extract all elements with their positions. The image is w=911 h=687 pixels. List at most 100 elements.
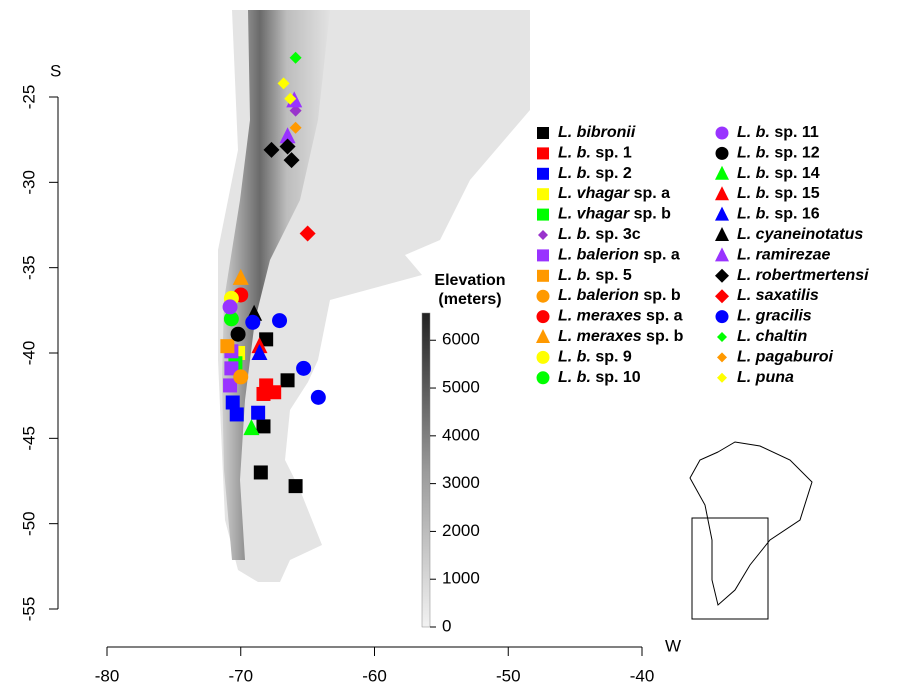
point bbox=[281, 373, 295, 387]
legend-label: L. robertmertensi bbox=[737, 267, 869, 284]
point bbox=[226, 395, 240, 409]
legend-marker bbox=[537, 270, 549, 282]
legend-marker bbox=[536, 329, 550, 343]
legend-label-italic: L. gracilis bbox=[737, 308, 812, 325]
legend-label: L. ramirezae bbox=[737, 247, 830, 264]
legend-label-rest: sp. a bbox=[629, 185, 670, 202]
y-tick-label: -45 bbox=[19, 426, 38, 451]
legend-label-italic: L. bibronii bbox=[558, 124, 636, 141]
legend-marker bbox=[716, 310, 729, 323]
legend-label: L. puna bbox=[737, 369, 794, 386]
legend-label-rest: sp. b bbox=[629, 206, 671, 223]
legend-label-rest: sp. 9 bbox=[591, 349, 632, 366]
legend-label: L. b. sp. 2 bbox=[558, 165, 632, 182]
legend-marker bbox=[537, 147, 549, 159]
x-axis-label: W bbox=[665, 636, 681, 655]
chart: W S Elevation (meters) -80-70-60-50-40-2… bbox=[0, 0, 911, 687]
legend-label: L. balerion sp. a bbox=[558, 247, 680, 264]
legend-label-italic: L. b. bbox=[558, 349, 591, 366]
y-tick-label: -50 bbox=[19, 511, 38, 536]
legend-label: L. b. sp. 1 bbox=[558, 145, 632, 162]
legend-label-italic: L. b. bbox=[737, 165, 770, 182]
colorbar-tick-label: 5000 bbox=[442, 378, 480, 397]
legend-marker bbox=[717, 332, 727, 342]
legend-marker bbox=[537, 168, 549, 180]
legend-label: L. gracilis bbox=[737, 308, 812, 325]
legend-label: L. b. sp. 10 bbox=[558, 369, 641, 386]
legend-label-rest: sp. 12 bbox=[770, 145, 820, 162]
legend-label-rest: sp. 2 bbox=[591, 165, 632, 182]
point bbox=[233, 369, 248, 384]
colorbar-tick-label: 2000 bbox=[442, 521, 480, 540]
legend-label-rest: sp. 5 bbox=[591, 267, 632, 284]
legend-label-italic: L. saxatilis bbox=[737, 287, 819, 304]
legend-label-italic: L. balerion bbox=[558, 247, 639, 264]
legend-label: L. chaltin bbox=[737, 328, 807, 345]
legend-label-rest: sp. 15 bbox=[770, 185, 820, 202]
legend-marker bbox=[537, 290, 550, 303]
x-tick-label: -60 bbox=[362, 666, 387, 685]
x-tick-label: -40 bbox=[630, 666, 655, 685]
point bbox=[245, 315, 260, 330]
legend-label-italic: L. cyaneinotatus bbox=[737, 226, 863, 243]
point bbox=[220, 339, 234, 353]
legend-label-italic: L. b. bbox=[558, 226, 591, 243]
legend-label-italic: L. b. bbox=[737, 145, 770, 162]
legend-label: L. b. sp. 15 bbox=[737, 185, 820, 202]
legend-marker bbox=[537, 209, 549, 221]
colorbar bbox=[422, 313, 430, 627]
colorbar-tick-label: 0 bbox=[442, 616, 451, 635]
legend-marker bbox=[537, 127, 549, 139]
legend-label: L. b. sp. 16 bbox=[737, 206, 820, 223]
inset-map bbox=[690, 442, 812, 619]
legend-label-italic: L. b. bbox=[558, 267, 591, 284]
y-tick-label: -40 bbox=[19, 341, 38, 366]
point bbox=[296, 361, 311, 376]
legend-label-italic: L. pagaburoi bbox=[737, 349, 834, 366]
legend-label-italic: L. vhagar bbox=[558, 185, 630, 202]
legend-label: L. meraxes sp. a bbox=[558, 308, 683, 325]
legend-label: L. bibronii bbox=[558, 124, 636, 141]
legend-marker bbox=[715, 227, 729, 241]
legend-marker bbox=[537, 371, 550, 384]
y-tick-label: -55 bbox=[19, 597, 38, 622]
legend-marker bbox=[715, 186, 729, 200]
point bbox=[251, 406, 265, 420]
legend-marker bbox=[538, 230, 548, 240]
legend-label-rest: sp. 14 bbox=[770, 165, 820, 182]
legend-label-italic: L. chaltin bbox=[737, 328, 807, 345]
legend-label-italic: L. b. bbox=[558, 165, 591, 182]
legend-label-rest: sp. 1 bbox=[591, 145, 632, 162]
point bbox=[256, 419, 270, 433]
legend-marker bbox=[537, 249, 549, 261]
legend-label: L. b. sp. 3c bbox=[558, 226, 641, 243]
colorbar-tick-label: 1000 bbox=[442, 569, 480, 588]
legend-marker bbox=[537, 310, 550, 323]
legend-marker bbox=[537, 351, 550, 364]
x-tick-label: -70 bbox=[228, 666, 253, 685]
y-axis-label: S bbox=[50, 61, 61, 80]
legend-label-italic: L. b. bbox=[558, 145, 591, 162]
x-tick-label: -50 bbox=[496, 666, 521, 685]
legend-label-rest: sp. b bbox=[639, 287, 681, 304]
legend-label: L. balerion sp. b bbox=[558, 287, 681, 304]
y-tick-label: -30 bbox=[19, 170, 38, 195]
legend-label-rest: sp. 10 bbox=[591, 369, 641, 386]
legend-marker bbox=[715, 247, 729, 261]
legend-marker bbox=[715, 289, 729, 303]
legend-marker bbox=[715, 166, 729, 180]
legend-label: L. saxatilis bbox=[737, 287, 819, 304]
colorbar-title: Elevation bbox=[434, 272, 505, 289]
point bbox=[231, 327, 246, 342]
point bbox=[223, 299, 238, 314]
legend-label-rest: sp. 11 bbox=[770, 124, 819, 141]
legend-label: L. b. sp. 14 bbox=[737, 165, 820, 182]
legend-label-italic: L. b. bbox=[737, 185, 770, 202]
colorbar-tick-label: 4000 bbox=[442, 425, 480, 444]
legend-label: L. vhagar sp. b bbox=[558, 206, 671, 223]
legend-label-italic: L. ramirezae bbox=[737, 247, 830, 264]
legend-label-italic: L. b. bbox=[558, 369, 591, 386]
legend-marker bbox=[715, 207, 729, 221]
legend-label-rest: sp. 3c bbox=[591, 226, 641, 243]
legend-label-italic: L. vhagar bbox=[558, 206, 630, 223]
